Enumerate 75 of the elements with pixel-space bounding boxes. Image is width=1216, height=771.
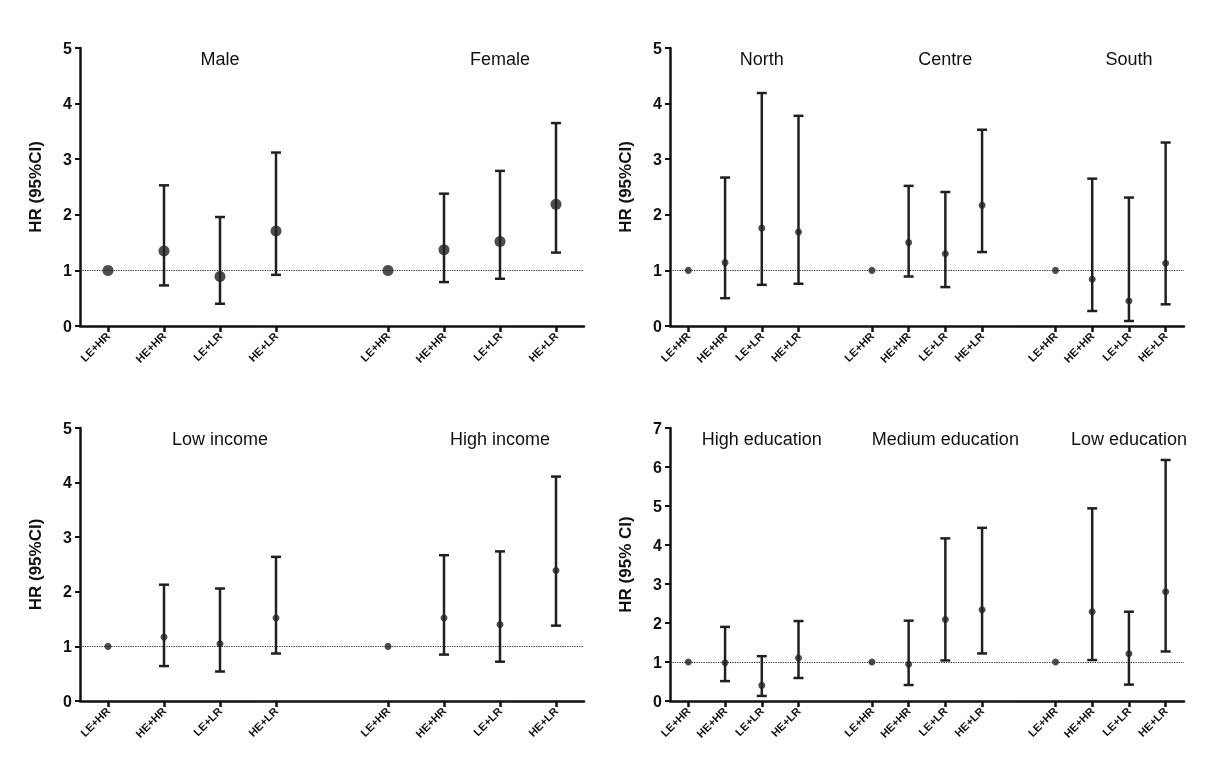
point: [795, 228, 802, 236]
y-tick-label: 5: [653, 497, 663, 515]
y-tick-label: 3: [63, 528, 73, 546]
annotation: Female: [469, 49, 531, 69]
annotation: North: [739, 49, 784, 69]
annotation: Low income: [171, 429, 269, 449]
point: [795, 654, 802, 662]
y-axis-title: HR (95%CI): [26, 518, 45, 611]
y-tick-label: 0: [653, 317, 663, 335]
y-tick-label: 2: [63, 583, 73, 601]
point: [494, 235, 506, 247]
point: [684, 266, 692, 274]
y-tick-label: 2: [653, 614, 663, 632]
point: [550, 198, 562, 210]
point: [158, 245, 170, 257]
point: [758, 224, 766, 232]
point: [1125, 650, 1133, 658]
point: [496, 621, 504, 629]
y-tick-label: 0: [63, 317, 73, 335]
point: [102, 264, 114, 276]
y-tick-label: 4: [653, 95, 663, 113]
y-tick-label: 3: [653, 150, 663, 168]
y-tick-label: 1: [653, 261, 663, 279]
point: [905, 239, 913, 247]
y-tick-label: 2: [63, 206, 73, 224]
y-tick-label: 4: [63, 474, 73, 492]
point: [270, 225, 282, 237]
point: [721, 659, 729, 667]
y-tick-label: 3: [653, 575, 663, 593]
point: [941, 615, 949, 623]
y-tick-label: 6: [653, 458, 663, 476]
y-tick-label: 4: [653, 536, 663, 554]
y-tick-label: 2: [653, 206, 663, 224]
point: [721, 259, 729, 267]
point: [868, 266, 876, 274]
y-tick-label: 7: [653, 419, 663, 437]
point: [1088, 608, 1096, 616]
point: [1052, 658, 1059, 666]
point: [1162, 259, 1170, 267]
point: [978, 606, 986, 614]
y-tick-label: 5: [653, 39, 663, 57]
point: [978, 201, 986, 209]
y-tick-label: 1: [653, 653, 663, 671]
point: [905, 660, 913, 668]
annotation: Centre: [918, 49, 973, 69]
point: [941, 250, 949, 258]
point: [382, 264, 394, 276]
point: [684, 658, 692, 666]
annotation: Male: [200, 49, 240, 69]
y-axis-title: HR (95% CI): [616, 516, 635, 613]
y-tick-label: 1: [63, 261, 73, 279]
annotation: South: [1105, 49, 1153, 69]
annotation: Low education: [1070, 429, 1187, 449]
point: [758, 681, 766, 689]
point: [438, 244, 450, 256]
y-tick-label: 0: [653, 692, 663, 710]
y-tick-label: 0: [63, 692, 73, 710]
point: [552, 567, 560, 574]
y-axis-title: HR (95%CI): [26, 141, 45, 233]
annotation: High income: [449, 429, 551, 449]
y-tick-label: 5: [63, 419, 73, 437]
point: [216, 640, 224, 648]
point: [1162, 588, 1170, 596]
point: [384, 642, 392, 650]
y-axis-title: HR (95%CI): [616, 141, 635, 233]
annotation: Medium education: [871, 429, 1019, 449]
point: [214, 271, 226, 283]
annotation: High education: [701, 429, 822, 449]
point: [1052, 266, 1059, 274]
point: [104, 642, 112, 650]
point: [1088, 275, 1096, 283]
y-tick-label: 5: [63, 39, 73, 57]
y-tick-label: 3: [63, 150, 73, 168]
y-tick-label: 1: [63, 637, 73, 655]
y-tick-label: 4: [63, 95, 73, 113]
